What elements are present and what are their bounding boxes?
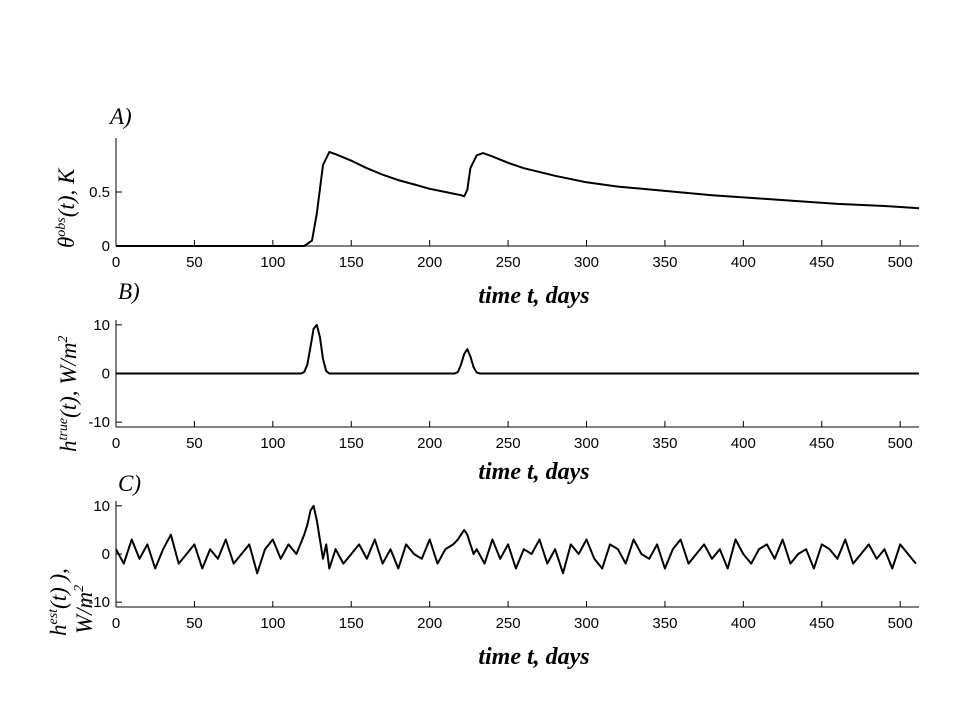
panel-c-series-line [115, 504, 917, 575]
panel-c-ylabel-unit-sup: 2 [72, 585, 87, 592]
panel-a-xtick-label: 100 [260, 254, 285, 271]
panel-c-xtick-label: 150 [339, 615, 364, 632]
panel-b-xtick-label: 300 [574, 435, 599, 452]
panel-a-xtick-label: 450 [809, 254, 834, 271]
panel-c-xtick-label: 0 [112, 615, 120, 632]
panel-a-ylabel-base: θ [54, 237, 79, 248]
panel-c-xlabel: time t, days [478, 644, 589, 670]
panel-b-xtick-label: 0 [112, 435, 120, 452]
panel-c-xtick-label: 250 [496, 615, 521, 632]
panel-c-ytick-label: 0 [102, 546, 110, 563]
panel-a-ylabel-sup: obs [54, 217, 69, 237]
panel-c-xtick-label: 200 [417, 615, 442, 632]
panel-c-ylabel-rest: (t) ), [46, 568, 71, 609]
panel-a-xtick-label: 400 [731, 254, 756, 271]
panel-a-xticks: 0 50 100 150 200 250 300 350 400 450 500 [112, 240, 913, 271]
panel-c-xticks: 0 50 100 150 200 250 300 350 400 450 500 [112, 601, 913, 632]
panel-a-xtick-label: 250 [496, 254, 521, 271]
panel-b-xtick-label: 450 [809, 435, 834, 452]
panel-b-xtick-label: 250 [496, 435, 521, 452]
panel-b-xtick-label: 350 [652, 435, 677, 452]
panel-c-ylabel-sup: est [46, 608, 61, 625]
panel-c-ylabel-line1: hest(t) ), [46, 568, 71, 636]
panel-b-xticks: 0 50 100 150 200 250 300 350 400 450 500 [112, 421, 913, 452]
panel-a-yticks: 00.5 [89, 184, 122, 255]
panel-a: A) 0 50 100 150 200 250 300 350 400 450 500 00.5 t… [54, 104, 920, 309]
panel-a-ytick-label: 0.5 [89, 184, 110, 201]
panel-c: C) 0 50 100 150 200 250 300 350 400 450 500 -10010… [46, 471, 919, 670]
panel-c-xtick-label: 400 [731, 615, 756, 632]
panel-c-xtick-label: 450 [809, 615, 834, 632]
panel-a-xtick-label: 0 [112, 254, 120, 271]
panel-c-yticks: -10 0 10 [88, 498, 122, 611]
panel-a-xtick-label: 500 [888, 254, 913, 271]
panel-b: B) 0 50 100 150 200 250 300 350 400 450 500 -10010… [56, 279, 919, 485]
panel-b-ytick-label: 10 [93, 317, 110, 334]
panel-c-ytick-label: 10 [93, 498, 110, 515]
panel-a-xtick-label: 300 [574, 254, 599, 271]
panel-b-ylabel-rest: (t), W/m [56, 343, 81, 418]
panel-a-xtick-label: 350 [652, 254, 677, 271]
panel-a-label: A) [108, 104, 132, 129]
panel-b-ylabel: htrue(t), W/m2 [56, 336, 81, 452]
panel-c-xtick-label: 50 [186, 615, 203, 632]
panel-b-xtick-label: 100 [260, 435, 285, 452]
panel-b-series-line [116, 323, 919, 375]
panel-c-label: C) [118, 471, 141, 496]
panel-a-xtick-label: 200 [417, 254, 442, 271]
panel-b-xtick-label: 500 [888, 435, 913, 452]
panel-c-ylabel-unit: W/m [72, 592, 97, 634]
panel-c-ytick-label: -10 [88, 594, 110, 611]
panel-b-xtick-label: 50 [186, 435, 203, 452]
panel-b-ylabel-unit-sup: 2 [56, 336, 71, 343]
panel-a-xtick-label: 50 [186, 254, 203, 271]
panel-b-label: B) [118, 279, 140, 304]
panel-c-xtick-label: 350 [652, 615, 677, 632]
panel-a-axes [115, 138, 919, 247]
panel-b-xtick-label: 400 [731, 435, 756, 452]
panel-b-ytick-label: -10 [88, 414, 110, 431]
panel-a-ylabel: θobs(t), K [54, 167, 79, 248]
panel-c-xtick-label: 500 [888, 615, 913, 632]
panel-a-series-line [116, 151, 920, 247]
panel-b-ytick-label: 0 [102, 366, 110, 383]
panel-c-ylabel-line2: W/m2 [72, 585, 97, 634]
panel-b-yticks: -10 0 10 [88, 317, 122, 431]
panel-c-xtick-label: 100 [260, 615, 285, 632]
panel-b-xtick-label: 200 [417, 435, 442, 452]
panel-a-xlabel: time t, days [478, 283, 589, 309]
panel-b-xlabel: time t, days [478, 459, 589, 485]
panel-a-xtick-label: 150 [339, 254, 364, 271]
panel-a-ylabel-rest: (t), K [54, 167, 79, 217]
panel-b-ylabel-base: h [56, 441, 81, 453]
panel-b-xtick-label: 150 [339, 435, 364, 452]
panel-b-ylabel-sup: true [56, 418, 71, 441]
panel-c-ylabel-base: h [46, 625, 71, 637]
panel-a-ytick-label: 0 [102, 238, 110, 255]
panel-c-xtick-label: 300 [574, 615, 599, 632]
